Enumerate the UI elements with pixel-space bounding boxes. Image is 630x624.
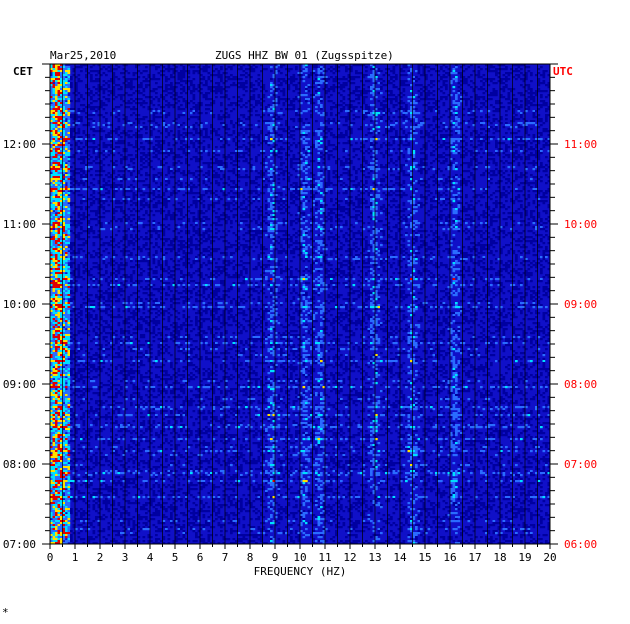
x-tick-label: 10 — [293, 551, 306, 564]
cet-tick-label: 11:00 — [3, 218, 36, 231]
frequency-axis: 0 1 2 3 4 5 6 7 8 9 10 11 12 13 14 15 16 17 18 19 20 — [47, 544, 557, 564]
x-tick-label: 19 — [518, 551, 531, 564]
utc-tick-label: 09:00 — [564, 298, 597, 311]
x-tick-label: 9 — [272, 551, 279, 564]
utc-tick-label: 10:00 — [564, 218, 597, 231]
utc-label: UTC — [553, 65, 573, 78]
x-tick-label: 15 — [418, 551, 431, 564]
x-tick-label: 5 — [172, 551, 179, 564]
utc-tick-label: 11:00 — [564, 138, 597, 151]
cet-tick-label: 12:00 — [3, 138, 36, 151]
x-axis-label: FREQUENCY (HZ) — [254, 565, 347, 578]
utc-tick-label: 06:00 — [564, 538, 597, 551]
utc-tick-label: 08:00 — [564, 378, 597, 391]
x-tick-label: 0 — [47, 551, 54, 564]
x-tick-label: 13 — [368, 551, 381, 564]
x-tick-label: 18 — [493, 551, 506, 564]
frequency-grid — [50, 64, 550, 544]
left-time-axis: 07:00 08:00 09:00 10:00 11:00 12:00 — [3, 64, 50, 551]
x-tick-label: 7 — [222, 551, 229, 564]
x-tick-label: 20 — [543, 551, 556, 564]
date-label: Mar25,2010 — [50, 49, 116, 62]
right-time-axis: 06:00 07:00 08:00 09:00 10:00 11:00 — [550, 64, 597, 551]
x-tick-label: 12 — [343, 551, 356, 564]
footer-mark: * — [2, 606, 9, 619]
x-tick-label: 14 — [393, 551, 407, 564]
x-tick-label: 4 — [147, 551, 154, 564]
cet-tick-label: 08:00 — [3, 458, 36, 471]
x-tick-label: 6 — [197, 551, 204, 564]
x-tick-label: 8 — [247, 551, 254, 564]
cet-label: CET — [13, 65, 33, 78]
utc-tick-label: 07:00 — [564, 458, 597, 471]
cet-tick-label: 10:00 — [3, 298, 36, 311]
x-tick-label: 3 — [122, 551, 129, 564]
station-title: ZUGS HHZ BW 01 (Zugsspitze) — [215, 49, 394, 62]
x-tick-label: 17 — [468, 551, 481, 564]
x-tick-label: 16 — [443, 551, 456, 564]
cet-tick-label: 09:00 — [3, 378, 36, 391]
x-tick-label: 1 — [72, 551, 79, 564]
x-tick-label: 11 — [318, 551, 331, 564]
x-tick-label: 2 — [97, 551, 104, 564]
cet-tick-label: 07:00 — [3, 538, 36, 551]
